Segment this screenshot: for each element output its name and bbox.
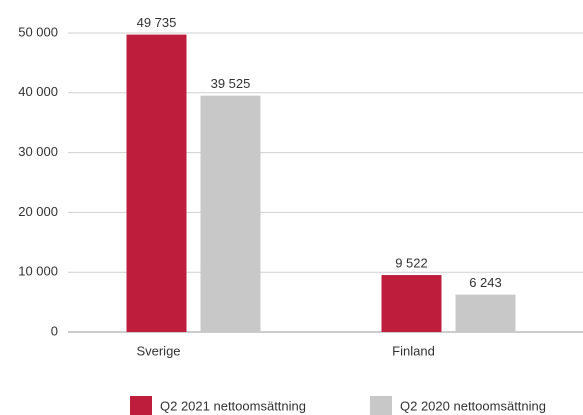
bar [381, 275, 442, 332]
legend-label: Q2 2021 nettoomsättning [160, 398, 306, 413]
legend-label: Q2 2020 nettoomsättning [400, 398, 546, 413]
y-tick-label: 10 000 [18, 264, 58, 279]
y-tick-label: 0 [51, 323, 58, 338]
bar [126, 34, 187, 332]
bar [455, 294, 516, 332]
value-label: 39 525 [211, 76, 251, 91]
bar [200, 95, 261, 332]
y-tick-label: 30 000 [18, 144, 58, 159]
x-tick-label: Sverige [136, 343, 180, 358]
value-label: 49 735 [137, 15, 177, 30]
value-label: 9 522 [395, 255, 428, 270]
y-tick-label: 40 000 [18, 84, 58, 99]
legend-swatch [370, 396, 392, 415]
value-label: 6 243 [469, 275, 502, 290]
legend-swatch [130, 396, 152, 415]
y-tick-label: 50 000 [18, 24, 58, 39]
y-tick-label: 20 000 [18, 204, 58, 219]
x-tick-label: Finland [392, 343, 435, 358]
